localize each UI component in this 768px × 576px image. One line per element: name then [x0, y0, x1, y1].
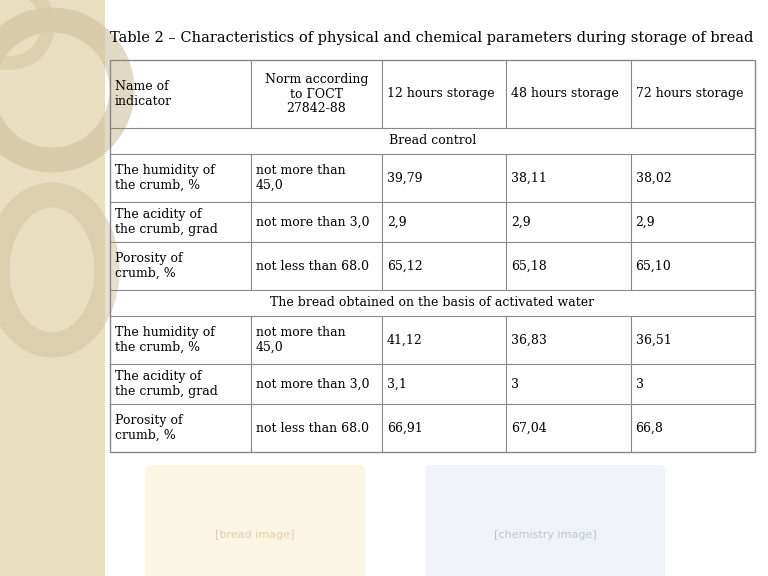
Text: Name of
indicator: Name of indicator — [115, 80, 172, 108]
Text: 12 hours storage: 12 hours storage — [387, 88, 495, 100]
Text: The humidity of
the crumb, %: The humidity of the crumb, % — [115, 326, 215, 354]
Text: not more than
45,0: not more than 45,0 — [256, 164, 346, 192]
Text: Bread control: Bread control — [389, 135, 476, 147]
Text: 72 hours storage: 72 hours storage — [636, 88, 743, 100]
Text: 3,1: 3,1 — [387, 377, 406, 391]
Text: not more than 3,0: not more than 3,0 — [256, 377, 369, 391]
Text: 48 hours storage: 48 hours storage — [511, 88, 619, 100]
Bar — [0, 0, 105, 576]
Text: 38,02: 38,02 — [636, 172, 671, 184]
Text: not less than 68.0: not less than 68.0 — [256, 422, 369, 434]
FancyBboxPatch shape — [145, 465, 365, 576]
Text: The bread obtained on the basis of activated water: The bread obtained on the basis of activ… — [270, 297, 594, 309]
Bar — [110, 60, 755, 452]
Text: Norm according
to ГОСТ
27842-88: Norm according to ГОСТ 27842-88 — [264, 73, 368, 116]
Text: 2,9: 2,9 — [387, 215, 406, 229]
Text: 2,9: 2,9 — [636, 215, 655, 229]
FancyBboxPatch shape — [425, 465, 665, 576]
Text: 67,04: 67,04 — [511, 422, 547, 434]
Text: The acidity of
the crumb, grad: The acidity of the crumb, grad — [115, 208, 218, 236]
Text: Table 2 – Characteristics of physical and chemical parameters during storage of : Table 2 – Characteristics of physical an… — [110, 31, 753, 45]
Text: 65,10: 65,10 — [636, 260, 671, 272]
Text: 66,91: 66,91 — [387, 422, 422, 434]
Text: Porosity of
crumb, %: Porosity of crumb, % — [115, 252, 183, 280]
Text: not more than
45,0: not more than 45,0 — [256, 326, 346, 354]
Text: [bread image]: [bread image] — [215, 530, 295, 540]
Text: 65,12: 65,12 — [387, 260, 422, 272]
Text: [chemistry image]: [chemistry image] — [494, 530, 597, 540]
Text: not more than 3,0: not more than 3,0 — [256, 215, 369, 229]
Text: 3: 3 — [636, 377, 644, 391]
Text: 65,18: 65,18 — [511, 260, 547, 272]
Text: not less than 68.0: not less than 68.0 — [256, 260, 369, 272]
Text: Porosity of
crumb, %: Porosity of crumb, % — [115, 414, 183, 442]
Text: 3: 3 — [511, 377, 519, 391]
Text: The acidity of
the crumb, grad: The acidity of the crumb, grad — [115, 370, 218, 398]
Text: 38,11: 38,11 — [511, 172, 547, 184]
Text: 36,51: 36,51 — [636, 334, 671, 347]
Text: The humidity of
the crumb, %: The humidity of the crumb, % — [115, 164, 215, 192]
Text: 66,8: 66,8 — [636, 422, 664, 434]
Text: 2,9: 2,9 — [511, 215, 531, 229]
Text: 36,83: 36,83 — [511, 334, 547, 347]
Text: 39,79: 39,79 — [387, 172, 422, 184]
Text: 41,12: 41,12 — [387, 334, 422, 347]
